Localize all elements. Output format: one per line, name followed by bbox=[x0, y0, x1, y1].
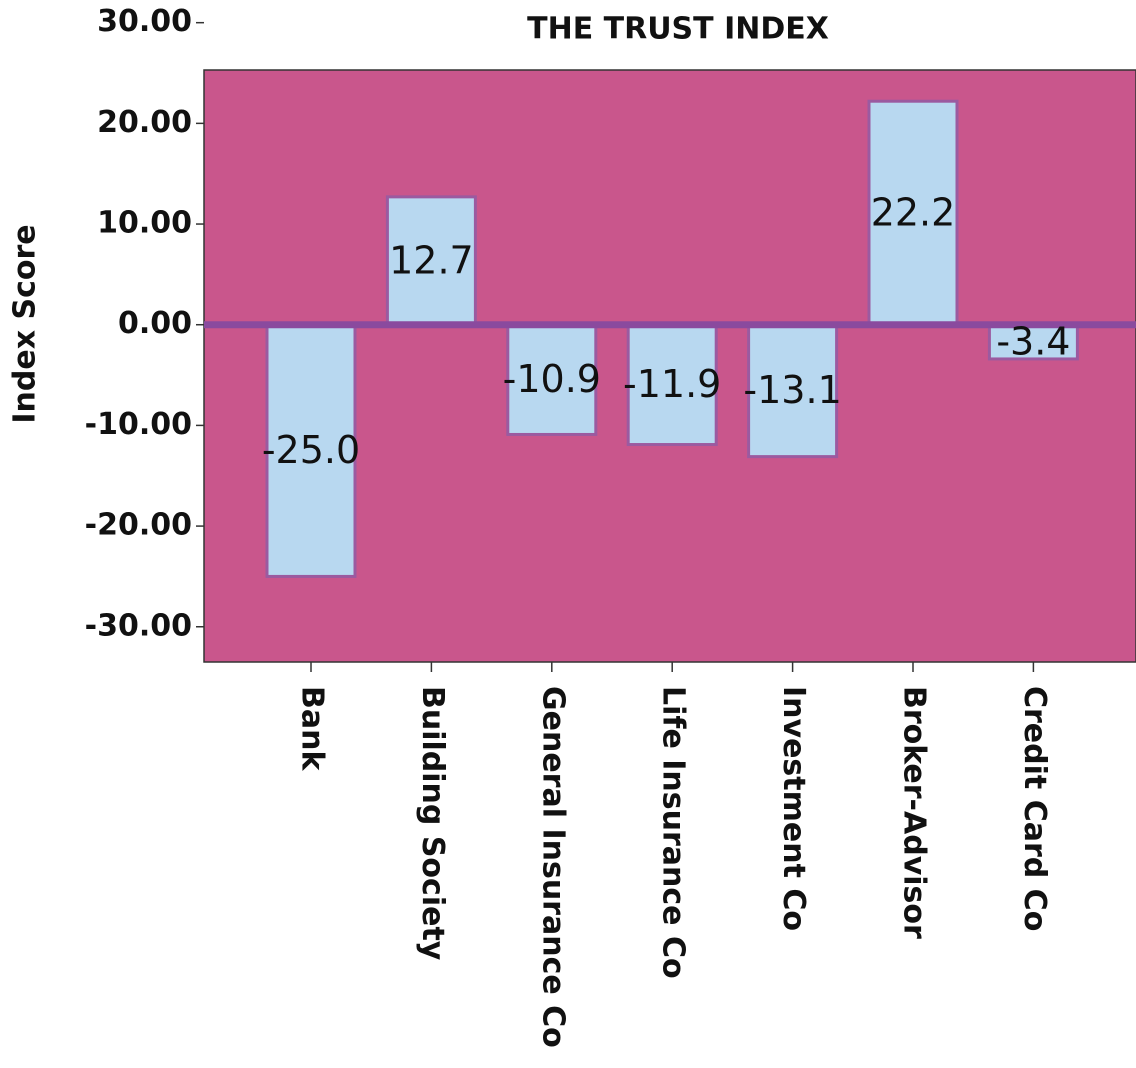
bar bbox=[867, 99, 959, 327]
x-tick-label: General Insurance Co bbox=[535, 686, 570, 1048]
x-tick-label: Bank bbox=[295, 686, 330, 771]
chart-title: THE TRUST INDEX bbox=[527, 12, 829, 47]
value-label: 22.2 bbox=[871, 190, 956, 234]
y-tick-label: 10.00 bbox=[97, 206, 192, 241]
value-label: -10.9 bbox=[503, 357, 601, 401]
x-tick-label: Broker-Advisor bbox=[897, 686, 932, 939]
bar bbox=[265, 323, 357, 578]
y-tick-label: 30.00 bbox=[97, 4, 192, 39]
bar bbox=[747, 323, 839, 459]
bar bbox=[506, 323, 598, 436]
x-tick-label: Building Society bbox=[415, 686, 450, 961]
bar bbox=[385, 195, 477, 327]
y-tick-label: -10.00 bbox=[85, 407, 192, 442]
x-tick-label: Life Insurance Co bbox=[656, 686, 691, 979]
y-tick-label: -30.00 bbox=[85, 608, 192, 643]
y-axis-label: Index Score bbox=[8, 224, 43, 423]
y-tick-label: -20.00 bbox=[85, 508, 192, 543]
bar bbox=[626, 323, 718, 447]
value-label: -25.0 bbox=[262, 428, 360, 472]
x-tick-label: Credit Card Co bbox=[1017, 686, 1052, 931]
value-label: -3.4 bbox=[996, 319, 1070, 363]
value-label: -11.9 bbox=[623, 362, 721, 406]
value-label: 12.7 bbox=[389, 238, 474, 282]
x-tick-label: Investment Co bbox=[776, 686, 811, 931]
y-tick-label: 20.00 bbox=[97, 105, 192, 140]
y-tick-label: 0.00 bbox=[118, 306, 192, 341]
value-label: -13.1 bbox=[743, 368, 841, 412]
